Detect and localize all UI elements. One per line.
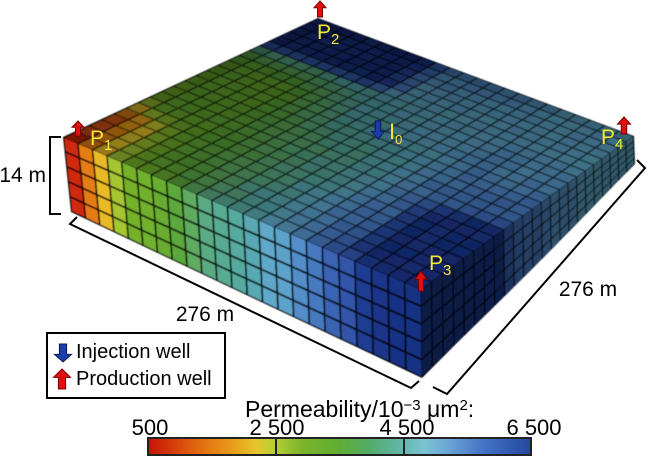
svg-text:276 m: 276 m — [176, 303, 234, 326]
svg-text:2 500: 2 500 — [249, 415, 304, 440]
svg-text:276 m: 276 m — [559, 278, 617, 301]
svg-text:6 500: 6 500 — [506, 415, 561, 440]
svg-text:Injection well: Injection well — [76, 341, 191, 363]
svg-text:14 m: 14 m — [0, 164, 46, 187]
svg-text:Production well: Production well — [76, 368, 212, 390]
svg-text:P4: P4 — [601, 126, 623, 153]
svg-text:500: 500 — [132, 415, 169, 440]
svg-text:Permeability/10−3 μm2:: Permeability/10−3 μm2: — [245, 396, 474, 422]
svg-text:4 500: 4 500 — [379, 415, 434, 440]
